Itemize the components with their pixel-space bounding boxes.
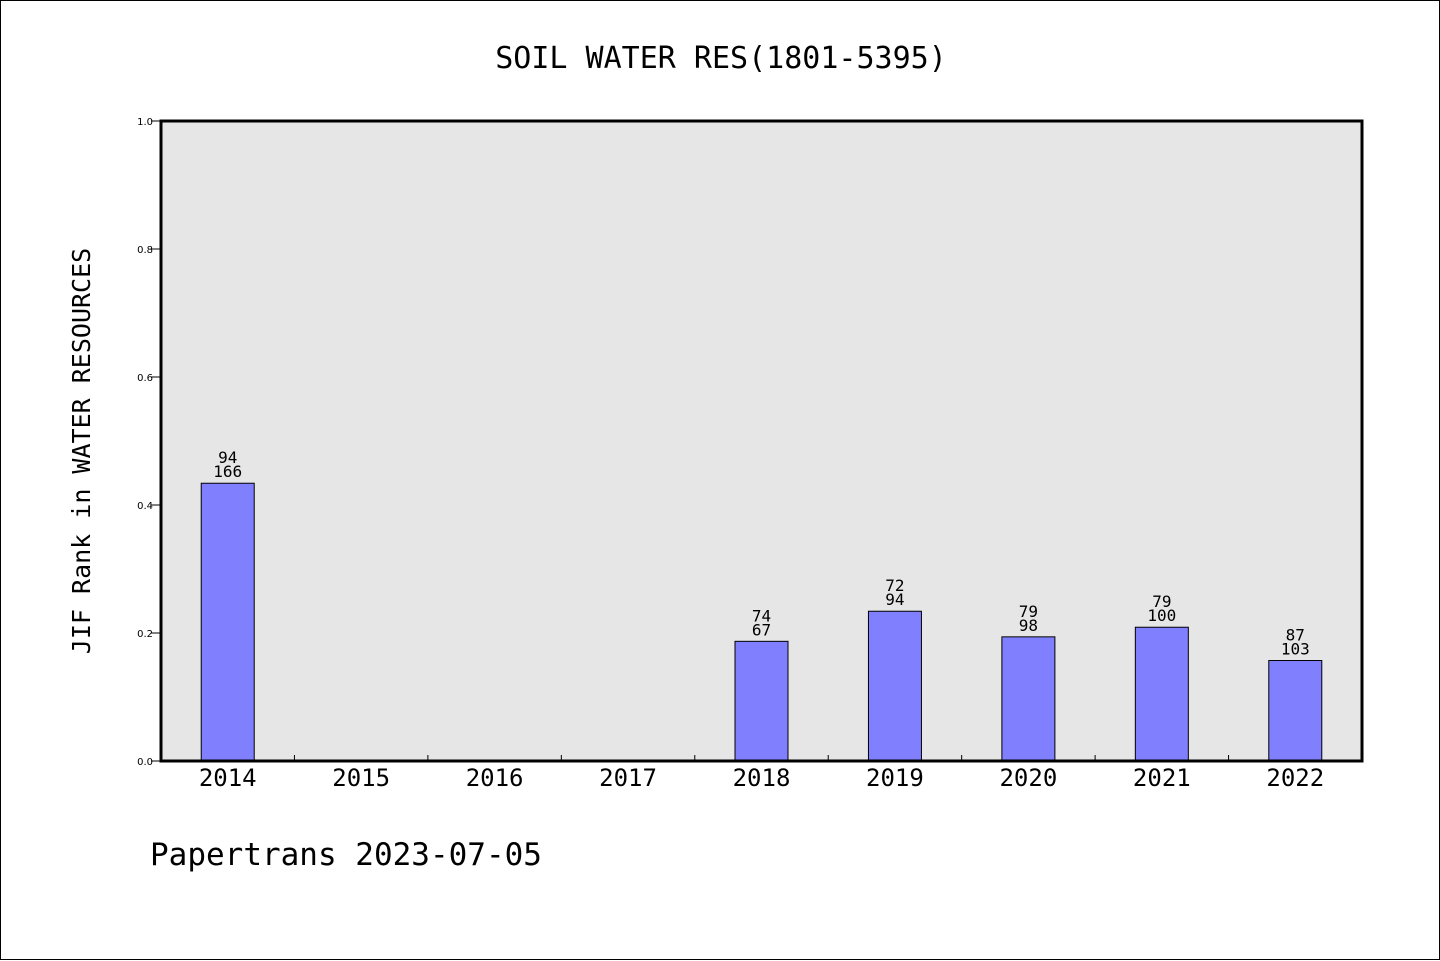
- x-tick-label: 2022: [1266, 764, 1324, 792]
- bar-label-bottom: 98: [1019, 616, 1038, 635]
- y-tick-label: 0.6: [137, 373, 153, 384]
- footer-credit: Papertrans 2023-07-05: [150, 837, 542, 873]
- x-tick-label: 2016: [466, 764, 524, 792]
- y-tick-label: 0.8: [137, 245, 153, 256]
- bar-label-top: 87: [1286, 626, 1305, 645]
- x-tick-label: 2014: [199, 764, 257, 792]
- bar-2019: [867, 610, 922, 762]
- y-tick-label: 0.0: [137, 757, 153, 768]
- bar-2020: [1001, 636, 1056, 762]
- bar-label-bottom: 100: [1147, 606, 1176, 625]
- x-tick-label: 2018: [733, 764, 791, 792]
- bar-label-top: 79: [1019, 602, 1038, 621]
- x-axis-ticks: 2014 2015 2016 2017 2018 2019 2020 2021 2022: [199, 755, 1324, 792]
- bar-label-top: 72: [885, 576, 904, 595]
- bar-2021: [1134, 626, 1189, 762]
- bar-label-bottom: 67: [752, 620, 771, 639]
- x-tick-label: 2019: [866, 764, 924, 792]
- x-tick-label: 2015: [332, 764, 390, 792]
- chart-title: SOIL WATER RES(1801-5395): [495, 41, 947, 76]
- bar-label-top: 94: [218, 448, 237, 467]
- bar-label-top: 74: [752, 606, 771, 625]
- y-tick-label: 0.4: [137, 501, 153, 512]
- y-axis-label: JIF Rank in WATER RESOURCES: [67, 248, 96, 654]
- bar-label-top: 79: [1152, 592, 1171, 611]
- x-tick-label: 2017: [599, 764, 657, 792]
- bar-2022: [1268, 660, 1323, 762]
- bar-label-bottom: 103: [1281, 640, 1310, 659]
- bars-layer: [200, 482, 1323, 762]
- bar-2014: [200, 482, 255, 762]
- x-tick-label: 2020: [999, 764, 1057, 792]
- bar-label-bottom: 166: [213, 462, 242, 481]
- y-tick-label: 1.0: [137, 117, 153, 128]
- x-tick-label: 2021: [1133, 764, 1191, 792]
- bar-label-bottom: 94: [885, 590, 904, 609]
- bar-2018: [734, 640, 789, 762]
- plot-border: [159, 119, 1364, 763]
- y-axis-ticks: 0.0 0.2 0.4 0.6 0.8 1.0: [137, 117, 161, 768]
- y-tick-label: 0.2: [137, 629, 153, 640]
